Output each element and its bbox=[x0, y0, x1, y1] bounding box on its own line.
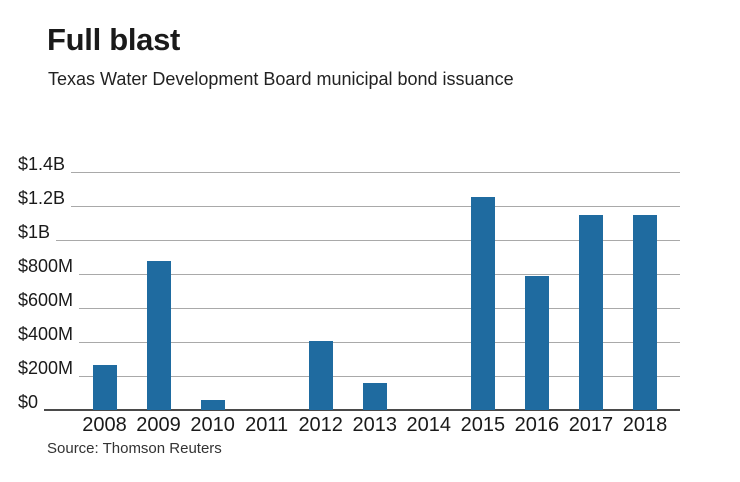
bar-2017 bbox=[578, 214, 603, 410]
x-axis-tick-label: 2011 bbox=[245, 414, 289, 436]
x-axis-tick-label: 2010 bbox=[190, 414, 235, 436]
x-axis-tick-label: 2009 bbox=[136, 414, 181, 436]
gridline bbox=[56, 240, 680, 241]
gridline-row: $1.4B bbox=[18, 155, 680, 173]
y-axis-tick-label: $800M bbox=[18, 256, 74, 276]
x-axis-tick-label: 2018 bbox=[622, 414, 668, 436]
y-axis-tick-label: $400M bbox=[18, 324, 74, 344]
x-axis-tick-label: 2016 bbox=[514, 414, 560, 436]
source-note: Source: Thomson Reuters bbox=[47, 440, 222, 457]
x-axis-tick-label: 2014 bbox=[406, 414, 452, 436]
gridline-row: $400M bbox=[18, 325, 680, 343]
x-axis-tick-label: 2017 bbox=[568, 414, 614, 436]
gridline-row: $1B bbox=[18, 223, 680, 241]
bar-2009 bbox=[146, 261, 171, 410]
chart-title: Full blast bbox=[47, 22, 181, 57]
y-axis-tick-label: $600M bbox=[18, 290, 74, 310]
bar-2016 bbox=[524, 275, 549, 410]
x-axis-tick-label: 2012 bbox=[298, 414, 343, 436]
bar-2008 bbox=[92, 364, 117, 410]
gridline bbox=[79, 342, 680, 343]
gridline-row: $600M bbox=[18, 291, 680, 309]
gridline bbox=[71, 206, 680, 207]
chart-subtitle: Texas Water Development Board municipal … bbox=[48, 69, 514, 89]
bar-2013 bbox=[362, 382, 387, 410]
y-axis-tick-label: $0 bbox=[18, 392, 39, 412]
bar-2010 bbox=[200, 399, 225, 410]
bar-2012 bbox=[308, 341, 333, 410]
x-axis-tick-label: 2015 bbox=[460, 414, 506, 436]
x-axis-tick-label: 2013 bbox=[352, 414, 398, 436]
gridline-row: $0 bbox=[18, 393, 680, 411]
gridline-row: $1.2B bbox=[18, 189, 680, 207]
gridline-row: $200M bbox=[18, 359, 680, 377]
gridline bbox=[79, 274, 680, 275]
x-axis-tick-label: 2008 bbox=[82, 414, 127, 436]
y-axis-tick-label: $1.2B bbox=[18, 188, 66, 208]
gridline bbox=[71, 172, 680, 173]
gridline bbox=[79, 308, 680, 309]
y-axis-tick-label: $200M bbox=[18, 358, 74, 378]
bar-2015 bbox=[470, 196, 495, 410]
gridline-row: $800M bbox=[18, 257, 680, 275]
bar-2018 bbox=[633, 214, 657, 410]
x-axis-line bbox=[44, 409, 680, 411]
y-axis-tick-label: $1.4B bbox=[18, 154, 66, 174]
gridline bbox=[79, 376, 680, 377]
y-axis-tick-label: $1B bbox=[18, 222, 51, 242]
